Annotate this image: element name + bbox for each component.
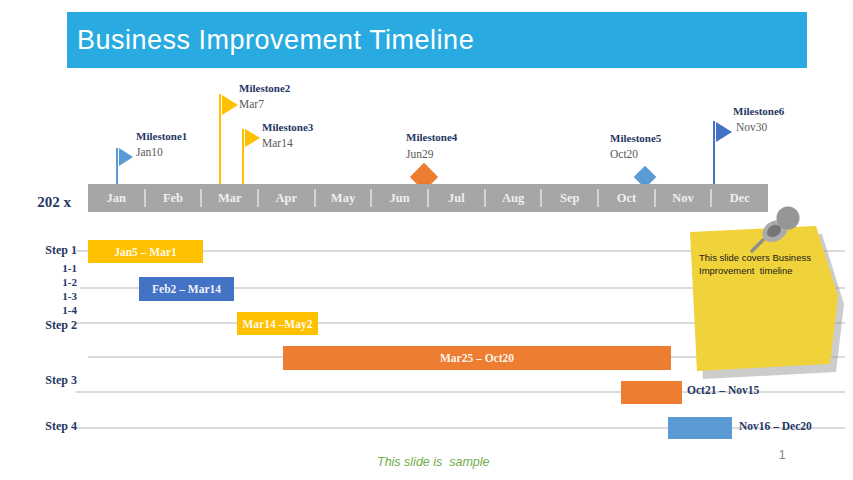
- row-label-1-4: 1-4: [30, 304, 77, 316]
- milestone4-name: Milestone4: [406, 131, 457, 143]
- slide: Business Improvement Timeline Milestone1…: [0, 0, 853, 480]
- row-label-step-3: Step 3: [30, 373, 77, 388]
- month-cell-apr: Apr: [258, 184, 315, 212]
- row-label-step-4: Step 4: [30, 419, 77, 434]
- bar-label: Mar14 –May2: [243, 318, 313, 330]
- month-cell-may: May: [315, 184, 372, 212]
- milestone6-pole: [713, 121, 715, 184]
- milestone2-pole: [219, 94, 221, 184]
- milestone6-date: Nov30: [736, 121, 767, 133]
- milestone4-date: Jun29: [406, 148, 433, 160]
- gantt-bar-long: Mar25 – Oct20: [283, 346, 671, 370]
- milestone1-pole: [116, 148, 118, 184]
- milestone6-name: Milestone6: [733, 105, 784, 117]
- milestone1-name: Milestone1: [136, 130, 187, 142]
- milestone3-pole: [242, 129, 244, 184]
- month-axis: Jan Feb Mar Apr May Jun Jul Aug Sep Oct …: [88, 184, 768, 212]
- row-label-step-1: Step 1: [30, 243, 77, 258]
- milestone5-name: Milestone5: [610, 132, 661, 144]
- title-bar: Business Improvement Timeline: [67, 12, 807, 68]
- milestone6-flag-icon: [716, 122, 732, 142]
- bar-label: Mar25 – Oct20: [440, 352, 514, 364]
- year-label: 202 x: [26, 194, 82, 211]
- milestone3-flag-icon: [245, 129, 260, 147]
- month-cell-nov: Nov: [655, 184, 712, 212]
- bar-label: Jan5 – Mar1: [114, 246, 177, 258]
- gantt-bar-step4: [668, 417, 732, 439]
- milestone3-name: Milestone3: [262, 121, 313, 133]
- row-label-1-1: 1-1: [30, 262, 77, 274]
- month-cell-jul: Jul: [428, 184, 485, 212]
- pushpin-icon: [746, 200, 806, 258]
- milestone3-date: Mar14: [262, 137, 293, 149]
- milestone2-date: Mar7: [239, 98, 264, 110]
- milestone5-date: Oct20: [610, 148, 638, 160]
- gantt-bar-step2: Mar14 –May2: [237, 312, 318, 335]
- month-cell-sep: Sep: [541, 184, 598, 212]
- footer-note: This slide is sample: [377, 455, 490, 469]
- row-label-1-2: 1-2: [30, 276, 77, 288]
- gantt-bar-sub: Feb2 – Mar14: [139, 277, 234, 301]
- milestone2-flag-icon: [222, 95, 238, 115]
- bar-label: Nov16 – Dec20: [739, 420, 812, 432]
- milestone1-date: Jan10: [136, 146, 163, 158]
- row-label-1-3: 1-3: [30, 290, 77, 302]
- bar-label: Feb2 – Mar14: [152, 283, 221, 295]
- month-cell-feb: Feb: [145, 184, 202, 212]
- month-cell-mar: Mar: [201, 184, 258, 212]
- gantt-bar-step1: Jan5 – Mar1: [88, 240, 203, 263]
- gantt-bar-step3: [621, 381, 682, 404]
- page-number: 1: [772, 447, 792, 462]
- milestone1-flag-icon: [119, 148, 133, 166]
- row-label-step-2: Step 2: [30, 318, 77, 333]
- month-cell-oct: Oct: [598, 184, 655, 212]
- month-cell-aug: Aug: [485, 184, 542, 212]
- month-cell-jan: Jan: [88, 184, 145, 212]
- month-cell-jun: Jun: [371, 184, 428, 212]
- slide-title: Business Improvement Timeline: [67, 25, 474, 56]
- milestone2-name: Milestone2: [239, 82, 290, 94]
